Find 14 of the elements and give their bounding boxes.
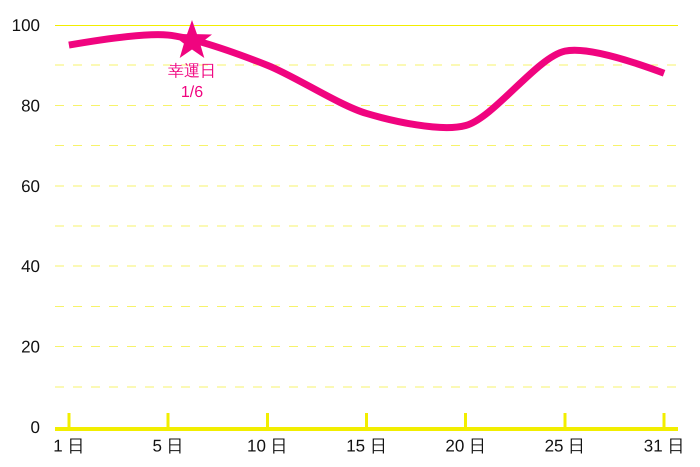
y-tick-label: 60	[21, 176, 40, 196]
y-tick-label: 80	[21, 96, 40, 116]
y-tick-label: 20	[21, 338, 40, 357]
x-tick-label: 10 日	[246, 436, 288, 456]
x-tick-label: 5 日	[152, 436, 184, 456]
x-tick-label: 25 日	[544, 436, 586, 456]
y-tick-label: 40	[21, 257, 40, 276]
annotation: 幸運日 1/6	[168, 62, 216, 101]
x-tick-label: 15 日	[346, 436, 387, 456]
x-tick-label: 1 日	[53, 436, 84, 456]
x-tick-label: 20 日	[445, 436, 486, 456]
y-tick-label: 0	[30, 418, 40, 437]
y-tick-label: 100	[12, 16, 40, 35]
x-tick-label: 31 日	[644, 436, 684, 456]
